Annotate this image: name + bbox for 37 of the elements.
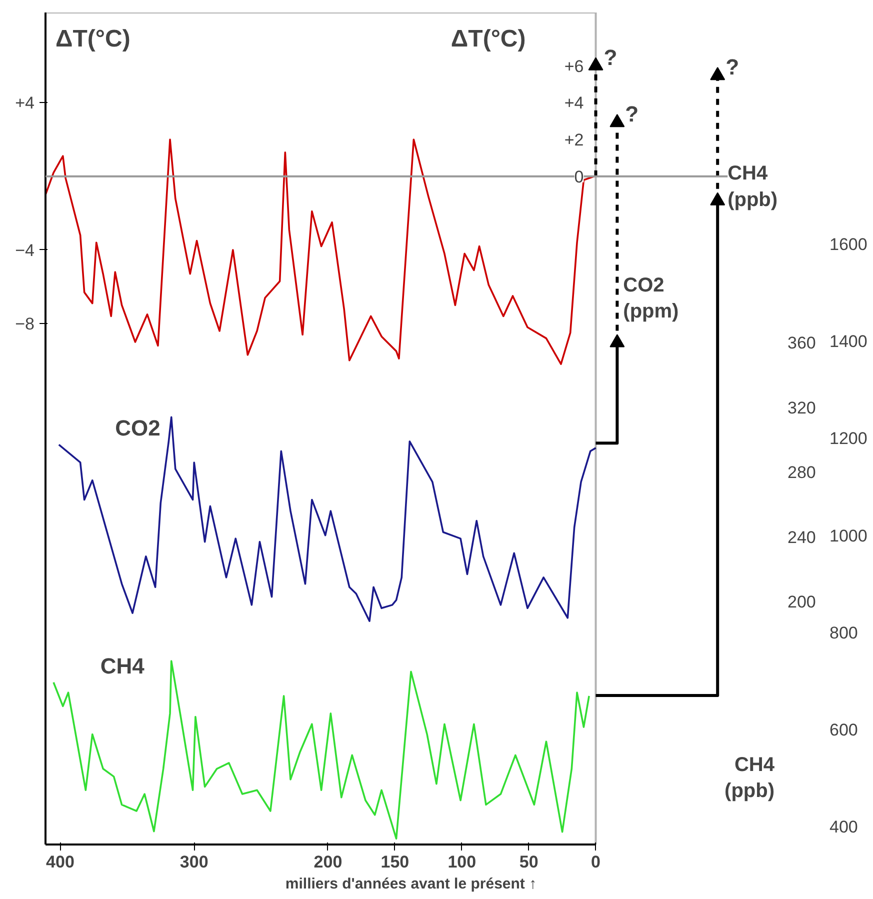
y3-tick-label: 1600 — [830, 235, 868, 254]
series-label: CH4 — [100, 653, 146, 678]
y3-tick-label: 800 — [830, 623, 858, 642]
x-tick-label: 100 — [448, 852, 476, 872]
y2-axis-title: CO2 (ppm) — [623, 274, 679, 323]
x-tick-label: 300 — [180, 852, 208, 872]
x-tick-label: 0 — [591, 852, 600, 872]
y2-tick-label: 200 — [788, 592, 816, 612]
annotation: +2 — [564, 130, 584, 150]
y2-tick-label: 280 — [788, 463, 816, 482]
annotation: ΔT(°C) — [450, 26, 526, 52]
y-tick-label: −8 — [15, 314, 35, 334]
y2-tick-label: 360 — [788, 334, 816, 353]
y3-axis-title: CH4 (ppb) — [724, 754, 776, 802]
y2-tick-label: 240 — [788, 528, 816, 547]
y3-tick-label: 400 — [830, 818, 858, 837]
y-tick-label: +4 — [15, 94, 35, 113]
y-axis-title: ΔT(°C) — [56, 26, 130, 52]
annotation: ? — [726, 54, 740, 80]
y2-tick-label: 320 — [788, 398, 816, 418]
annotation: +6 — [564, 56, 584, 76]
annotation: ? — [604, 44, 618, 70]
x-tick-label: 50 — [519, 852, 538, 872]
annotation: 0 — [574, 167, 584, 186]
x-tick-label: 400 — [46, 852, 74, 872]
x-tick-label: 200 — [314, 852, 342, 872]
y-tick-label: −4 — [15, 240, 35, 260]
y3-tick-label: 600 — [830, 720, 858, 740]
y3-tick-label: 1200 — [830, 429, 868, 448]
series-label: CO2 — [115, 416, 160, 441]
x-tick-label: 150 — [380, 852, 410, 872]
annotation: +4 — [564, 94, 584, 113]
x-axis-title: milliers d'années avant le présent ↑ — [285, 876, 537, 892]
y3-tick-label: 1400 — [830, 332, 868, 352]
y3-tick-label: 1000 — [830, 526, 868, 546]
annotation: CH4 (ppb) — [728, 162, 778, 211]
annotation: ? — [625, 102, 639, 127]
